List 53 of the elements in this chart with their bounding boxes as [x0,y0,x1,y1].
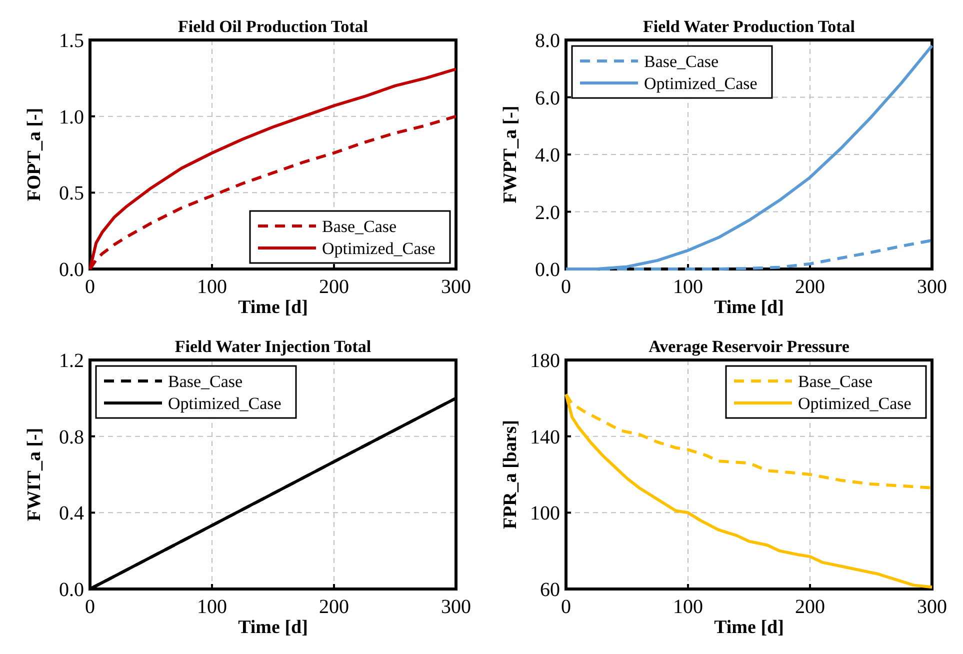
y-tick-label: 0.8 [59,426,84,448]
x-axis-title: Time [d] [714,297,784,318]
x-tick-label: 100 [673,276,703,298]
y-axis-title: FWIT_a [-] [24,428,45,522]
x-axis-title: Time [d] [238,297,308,318]
y-tick-label: 140 [530,426,560,448]
y-tick-label: 2.0 [535,202,560,224]
legend-label: Optimized_Case [168,394,282,413]
x-axis-title: Time [d] [714,617,784,638]
x-tick-label: 0 [85,596,95,618]
y-tick-label: 0.0 [59,259,84,281]
chart-title: Average Reservoir Pressure [648,337,850,356]
y-tick-label: 0.5 [59,182,84,205]
y-axis-title: FOPT_a [-] [24,108,45,202]
y-tick-label: 0.0 [59,579,84,601]
x-tick-label: 100 [673,596,703,618]
legend-label: Base_Case [322,217,397,236]
x-tick-label: 0 [561,276,571,298]
y-axis-title: FPR_a [bars] [500,420,521,530]
x-tick-label: 300 [441,276,471,298]
legend-label: Base_Case [168,372,243,391]
legend-label: Optimized_Case [644,74,758,93]
chart-title: Field Oil Production Total [178,17,368,36]
x-tick-label: 200 [319,596,349,618]
y-tick-label: 6.0 [535,87,560,110]
legend-label: Optimized_Case [798,394,912,413]
x-tick-label: 300 [917,596,947,618]
legend-label: Base_Case [798,372,873,391]
y-tick-label: 4.0 [535,144,560,166]
y-tick-label: 0.0 [535,259,560,281]
x-tick-label: 200 [795,276,825,298]
x-tick-label: 100 [197,276,227,298]
y-tick-label: 1.0 [59,106,84,128]
chart-title: Field Water Injection Total [174,337,372,356]
x-tick-label: 200 [795,596,825,618]
legend-label: Base_Case [644,52,719,71]
chart-title: Field Water Production Total [642,17,856,36]
x-tick-label: 100 [197,596,227,618]
x-axis-title: Time [d] [238,617,308,638]
y-tick-label: 8.0 [535,30,560,52]
x-tick-label: 300 [917,276,947,298]
x-tick-label: 0 [85,276,95,298]
y-tick-label: 100 [530,502,560,525]
x-tick-label: 300 [441,596,471,618]
y-tick-label: 1.5 [59,30,84,52]
x-tick-label: 0 [561,596,571,618]
y-tick-label: 1.2 [59,350,84,372]
x-tick-label: 200 [319,276,349,298]
y-tick-label: 60 [540,579,560,601]
y-tick-label: 180 [530,350,560,372]
y-axis-title: FWPT_a [-] [500,106,521,204]
y-tick-label: 0.4 [59,502,84,525]
legend-label: Optimized_Case [322,239,436,258]
